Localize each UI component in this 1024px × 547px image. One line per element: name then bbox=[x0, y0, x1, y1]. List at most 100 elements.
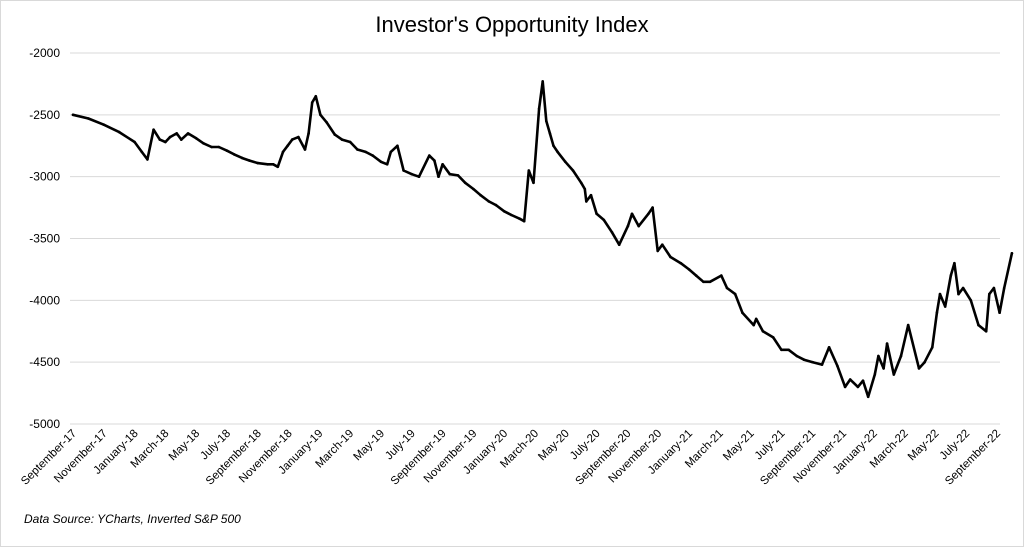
data-point bbox=[795, 354, 799, 358]
data-point bbox=[873, 373, 877, 376]
data-point bbox=[866, 395, 870, 399]
data-point bbox=[297, 135, 300, 139]
data-point bbox=[340, 138, 344, 141]
data-point bbox=[180, 138, 183, 141]
data-point bbox=[827, 346, 831, 349]
data-point bbox=[164, 140, 167, 144]
series-line bbox=[71, 80, 1014, 399]
data-point bbox=[1010, 252, 1014, 255]
data-point bbox=[314, 95, 318, 98]
data-point bbox=[194, 137, 198, 140]
data-point bbox=[708, 280, 712, 284]
data-point bbox=[877, 354, 880, 358]
data-point bbox=[518, 217, 521, 220]
data-point bbox=[417, 175, 421, 178]
data-point bbox=[158, 138, 162, 141]
data-point bbox=[310, 101, 314, 104]
data-point bbox=[487, 200, 491, 203]
data-point bbox=[583, 187, 587, 191]
data-point bbox=[232, 153, 236, 156]
x-tick-label: May-21 bbox=[721, 428, 757, 464]
data-point bbox=[133, 140, 136, 144]
data-point bbox=[364, 150, 367, 154]
data-point bbox=[969, 299, 973, 302]
data-point bbox=[752, 323, 755, 327]
data-point bbox=[811, 360, 814, 364]
data-point bbox=[961, 286, 965, 290]
data-point bbox=[917, 367, 921, 370]
data-point bbox=[527, 169, 531, 172]
data-point bbox=[140, 150, 144, 154]
data-point bbox=[532, 181, 535, 185]
data-point bbox=[802, 358, 806, 362]
data-point bbox=[348, 140, 352, 144]
data-point bbox=[892, 373, 896, 376]
data-point bbox=[984, 330, 988, 333]
x-axis-ticks: September-17November-17January-18March-1… bbox=[19, 428, 1003, 488]
data-point bbox=[379, 160, 383, 164]
data-point bbox=[836, 364, 839, 368]
data-point bbox=[456, 174, 460, 177]
y-tick-label: -4000 bbox=[29, 293, 60, 307]
x-tick-label: May-19 bbox=[352, 428, 388, 464]
data-point bbox=[669, 255, 672, 259]
data-point bbox=[679, 261, 683, 265]
data-point bbox=[389, 150, 393, 154]
data-point bbox=[441, 163, 444, 166]
data-point bbox=[356, 148, 359, 151]
data-point bbox=[564, 160, 567, 164]
data-point bbox=[548, 132, 552, 135]
y-tick-label: -2500 bbox=[29, 108, 60, 122]
data-point bbox=[754, 317, 758, 321]
data-point bbox=[733, 292, 737, 296]
data-point bbox=[571, 169, 575, 172]
data-point bbox=[899, 354, 903, 358]
data-point bbox=[448, 172, 452, 176]
data-point bbox=[848, 378, 852, 381]
chart-title: Investor's Opportunity Index bbox=[375, 12, 649, 37]
data-point bbox=[281, 150, 285, 154]
data-point bbox=[256, 161, 260, 165]
data-point bbox=[589, 193, 593, 197]
data-point bbox=[761, 330, 765, 333]
data-point bbox=[957, 292, 960, 296]
series-layer bbox=[71, 80, 1014, 399]
data-point bbox=[617, 243, 621, 246]
data-point bbox=[923, 360, 926, 364]
data-point bbox=[977, 323, 980, 327]
y-tick-label: -5000 bbox=[29, 417, 60, 431]
data-point bbox=[333, 133, 337, 136]
x-tick-label: May-22 bbox=[906, 428, 942, 464]
data-point bbox=[998, 311, 1001, 315]
data-point bbox=[637, 224, 640, 228]
data-point bbox=[602, 218, 606, 222]
data-point bbox=[248, 159, 251, 162]
data-point bbox=[741, 311, 744, 315]
data-point bbox=[510, 213, 513, 217]
data-point bbox=[396, 144, 399, 148]
data-point bbox=[428, 154, 431, 157]
data-point bbox=[935, 311, 939, 315]
x-tick-label: May-20 bbox=[536, 428, 572, 464]
data-point bbox=[410, 172, 414, 176]
data-point bbox=[556, 150, 559, 154]
data-point bbox=[787, 348, 790, 352]
data-point bbox=[992, 286, 996, 290]
data-point bbox=[610, 231, 614, 234]
data-point bbox=[433, 159, 436, 162]
data-point bbox=[463, 181, 467, 185]
data-point bbox=[102, 123, 106, 126]
data-point bbox=[502, 210, 506, 213]
data-point bbox=[307, 132, 310, 135]
data-point bbox=[949, 274, 953, 277]
data-point bbox=[437, 175, 440, 178]
y-tick-label: -4500 bbox=[29, 355, 60, 369]
data-point bbox=[943, 305, 947, 308]
data-point bbox=[906, 323, 910, 327]
data-point bbox=[494, 203, 498, 207]
data-point bbox=[202, 142, 205, 145]
data-point bbox=[661, 243, 664, 246]
data-point bbox=[385, 163, 389, 166]
data-point bbox=[780, 348, 783, 352]
